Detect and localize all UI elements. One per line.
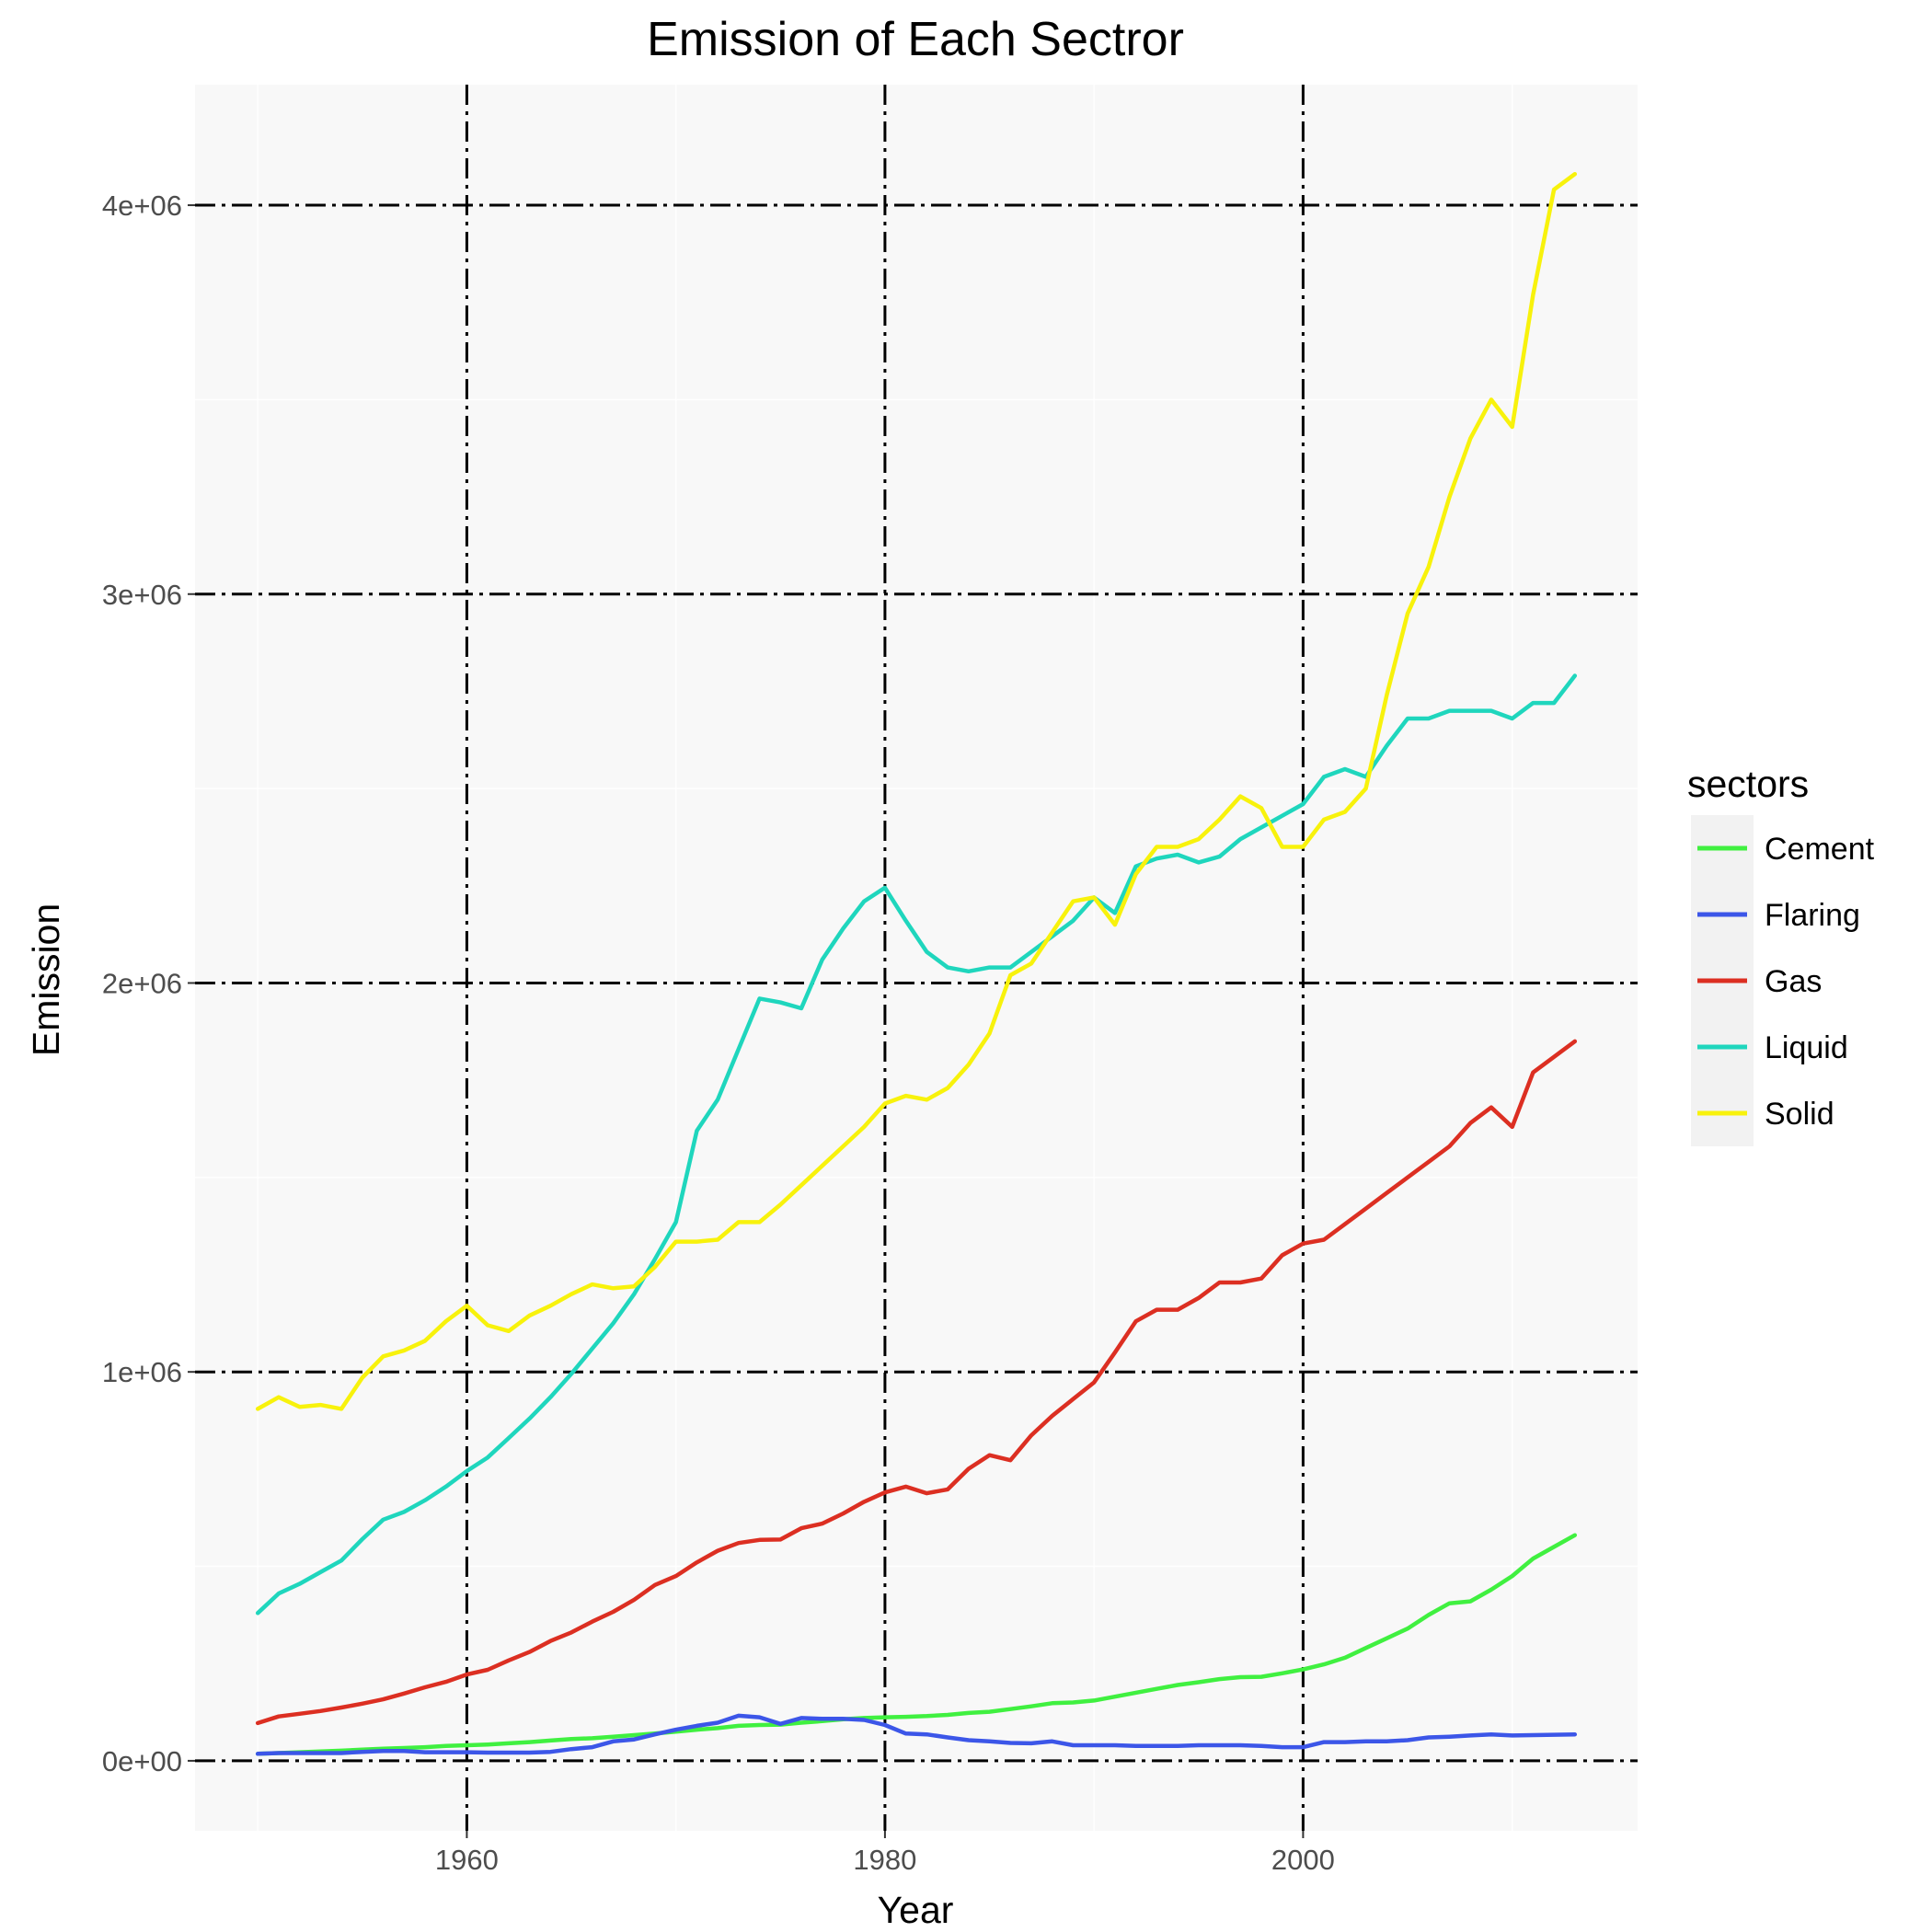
x-tick-label: 1980 — [853, 1844, 916, 1876]
legend-label-solid: Solid — [1765, 1097, 1834, 1132]
x-axis-ticks: 1960 1980 2000 — [435, 1831, 1335, 1876]
legend-label-flaring: Flaring — [1765, 898, 1860, 933]
legend: sectors Cement Flaring Gas Liquid Solid — [1687, 763, 1875, 1146]
series-lines — [255, 171, 1578, 1756]
y-axis-ticks: 0e+00 1e+06 2e+06 3e+06 4e+06 — [102, 190, 195, 1777]
series-line-flaring — [255, 1713, 1578, 1756]
x-axis-title: Year — [878, 1889, 954, 1931]
y-tick-label: 4e+06 — [102, 190, 182, 222]
major-gridlines — [195, 85, 1638, 1831]
series-line-cement — [255, 1533, 1578, 1756]
x-tick-label: 1960 — [435, 1844, 499, 1876]
y-tick-label: 3e+06 — [102, 579, 182, 611]
legend-label-liquid: Liquid — [1765, 1030, 1848, 1065]
y-tick-label: 2e+06 — [102, 967, 182, 999]
minor-gridlines — [195, 85, 1638, 1831]
legend-title: sectors — [1687, 763, 1809, 805]
legend-label-gas: Gas — [1765, 964, 1822, 999]
y-axis-title: Emission — [25, 903, 67, 1056]
plot-panel — [195, 85, 1638, 1831]
legend-label-cement: Cement — [1765, 832, 1875, 867]
x-tick-label: 2000 — [1271, 1844, 1335, 1876]
chart-title: Emission of Each Sectror — [647, 13, 1184, 66]
y-tick-label: 1e+06 — [102, 1356, 182, 1388]
series-line-solid — [255, 171, 1578, 1411]
series-line-gas — [255, 1039, 1578, 1726]
series-line-liquid — [255, 673, 1578, 1616]
legend-items: Cement Flaring Gas Liquid Solid — [1691, 815, 1875, 1146]
y-tick-label: 0e+00 — [102, 1745, 182, 1777]
